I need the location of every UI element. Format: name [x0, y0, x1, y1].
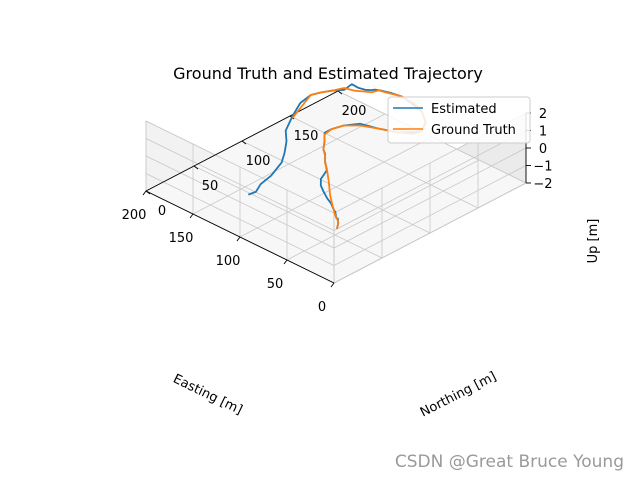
y-tick-mark	[337, 90, 343, 95]
z-tick-label: −2	[533, 177, 552, 192]
legend-box	[387, 96, 531, 144]
z-tick-label: 0	[539, 142, 547, 157]
watermark: CSDN @Great Bruce Young	[395, 452, 624, 472]
grid-floor-y	[193, 165, 383, 259]
x-tick-label: 150	[169, 231, 194, 246]
grid-wall-z-right	[333, 165, 527, 266]
grid-floor-y	[241, 140, 431, 234]
grid-wall-z-left	[145, 120, 335, 214]
y-tick-mark	[193, 165, 199, 170]
z-tick-label: 1	[539, 125, 547, 140]
x-tick-mark	[142, 190, 147, 196]
legend-label-estimated: Estimated	[431, 102, 497, 117]
legend-label-ground-truth: Ground Truth	[431, 123, 516, 138]
x-tick-mark	[236, 236, 241, 242]
grid-wall-z-right	[333, 130, 527, 231]
y-tick-label: 0	[158, 204, 166, 219]
y-tick-label: 50	[202, 179, 219, 194]
grid-floor-y	[289, 115, 479, 209]
grid-wall-z-left	[145, 138, 335, 231]
grid-wall-z-left	[145, 155, 335, 249]
grid-wall-z-right	[333, 182, 527, 284]
x-tick-label: 50	[267, 277, 284, 292]
grid-wall-z-right	[333, 147, 527, 249]
x-axis-label: Easting [m]	[170, 372, 244, 418]
chart-title: Ground Truth and Estimated Trajectory	[173, 64, 483, 83]
grid-wall-z-left	[145, 173, 335, 266]
legend: Estimated Ground Truth	[387, 96, 531, 144]
z-tick-label: −1	[533, 160, 552, 175]
y-tick-mark	[145, 190, 151, 195]
y-tick-mark	[241, 140, 247, 145]
y-tick-label: 150	[294, 129, 319, 144]
x-tick-label: 200	[122, 208, 147, 223]
x-tick-mark	[330, 282, 335, 288]
series-line-ground-truth	[291, 87, 427, 230]
y-axis-label: Northing [m]	[418, 369, 499, 420]
tick-labels: 0 50 100 150 200 0 50 100 150 200 −2 −1 0 1 2	[122, 104, 553, 315]
z-axis-label: Up [m]	[586, 219, 601, 264]
x-tick-label: 0	[318, 300, 326, 315]
x-tick-label: 100	[216, 254, 241, 269]
x-tick-mark	[283, 259, 288, 265]
z-tick-label: 2	[539, 107, 547, 122]
x-tick-mark	[189, 213, 194, 219]
y-tick-label: 100	[246, 154, 271, 169]
y-tick-label: 200	[342, 104, 367, 119]
